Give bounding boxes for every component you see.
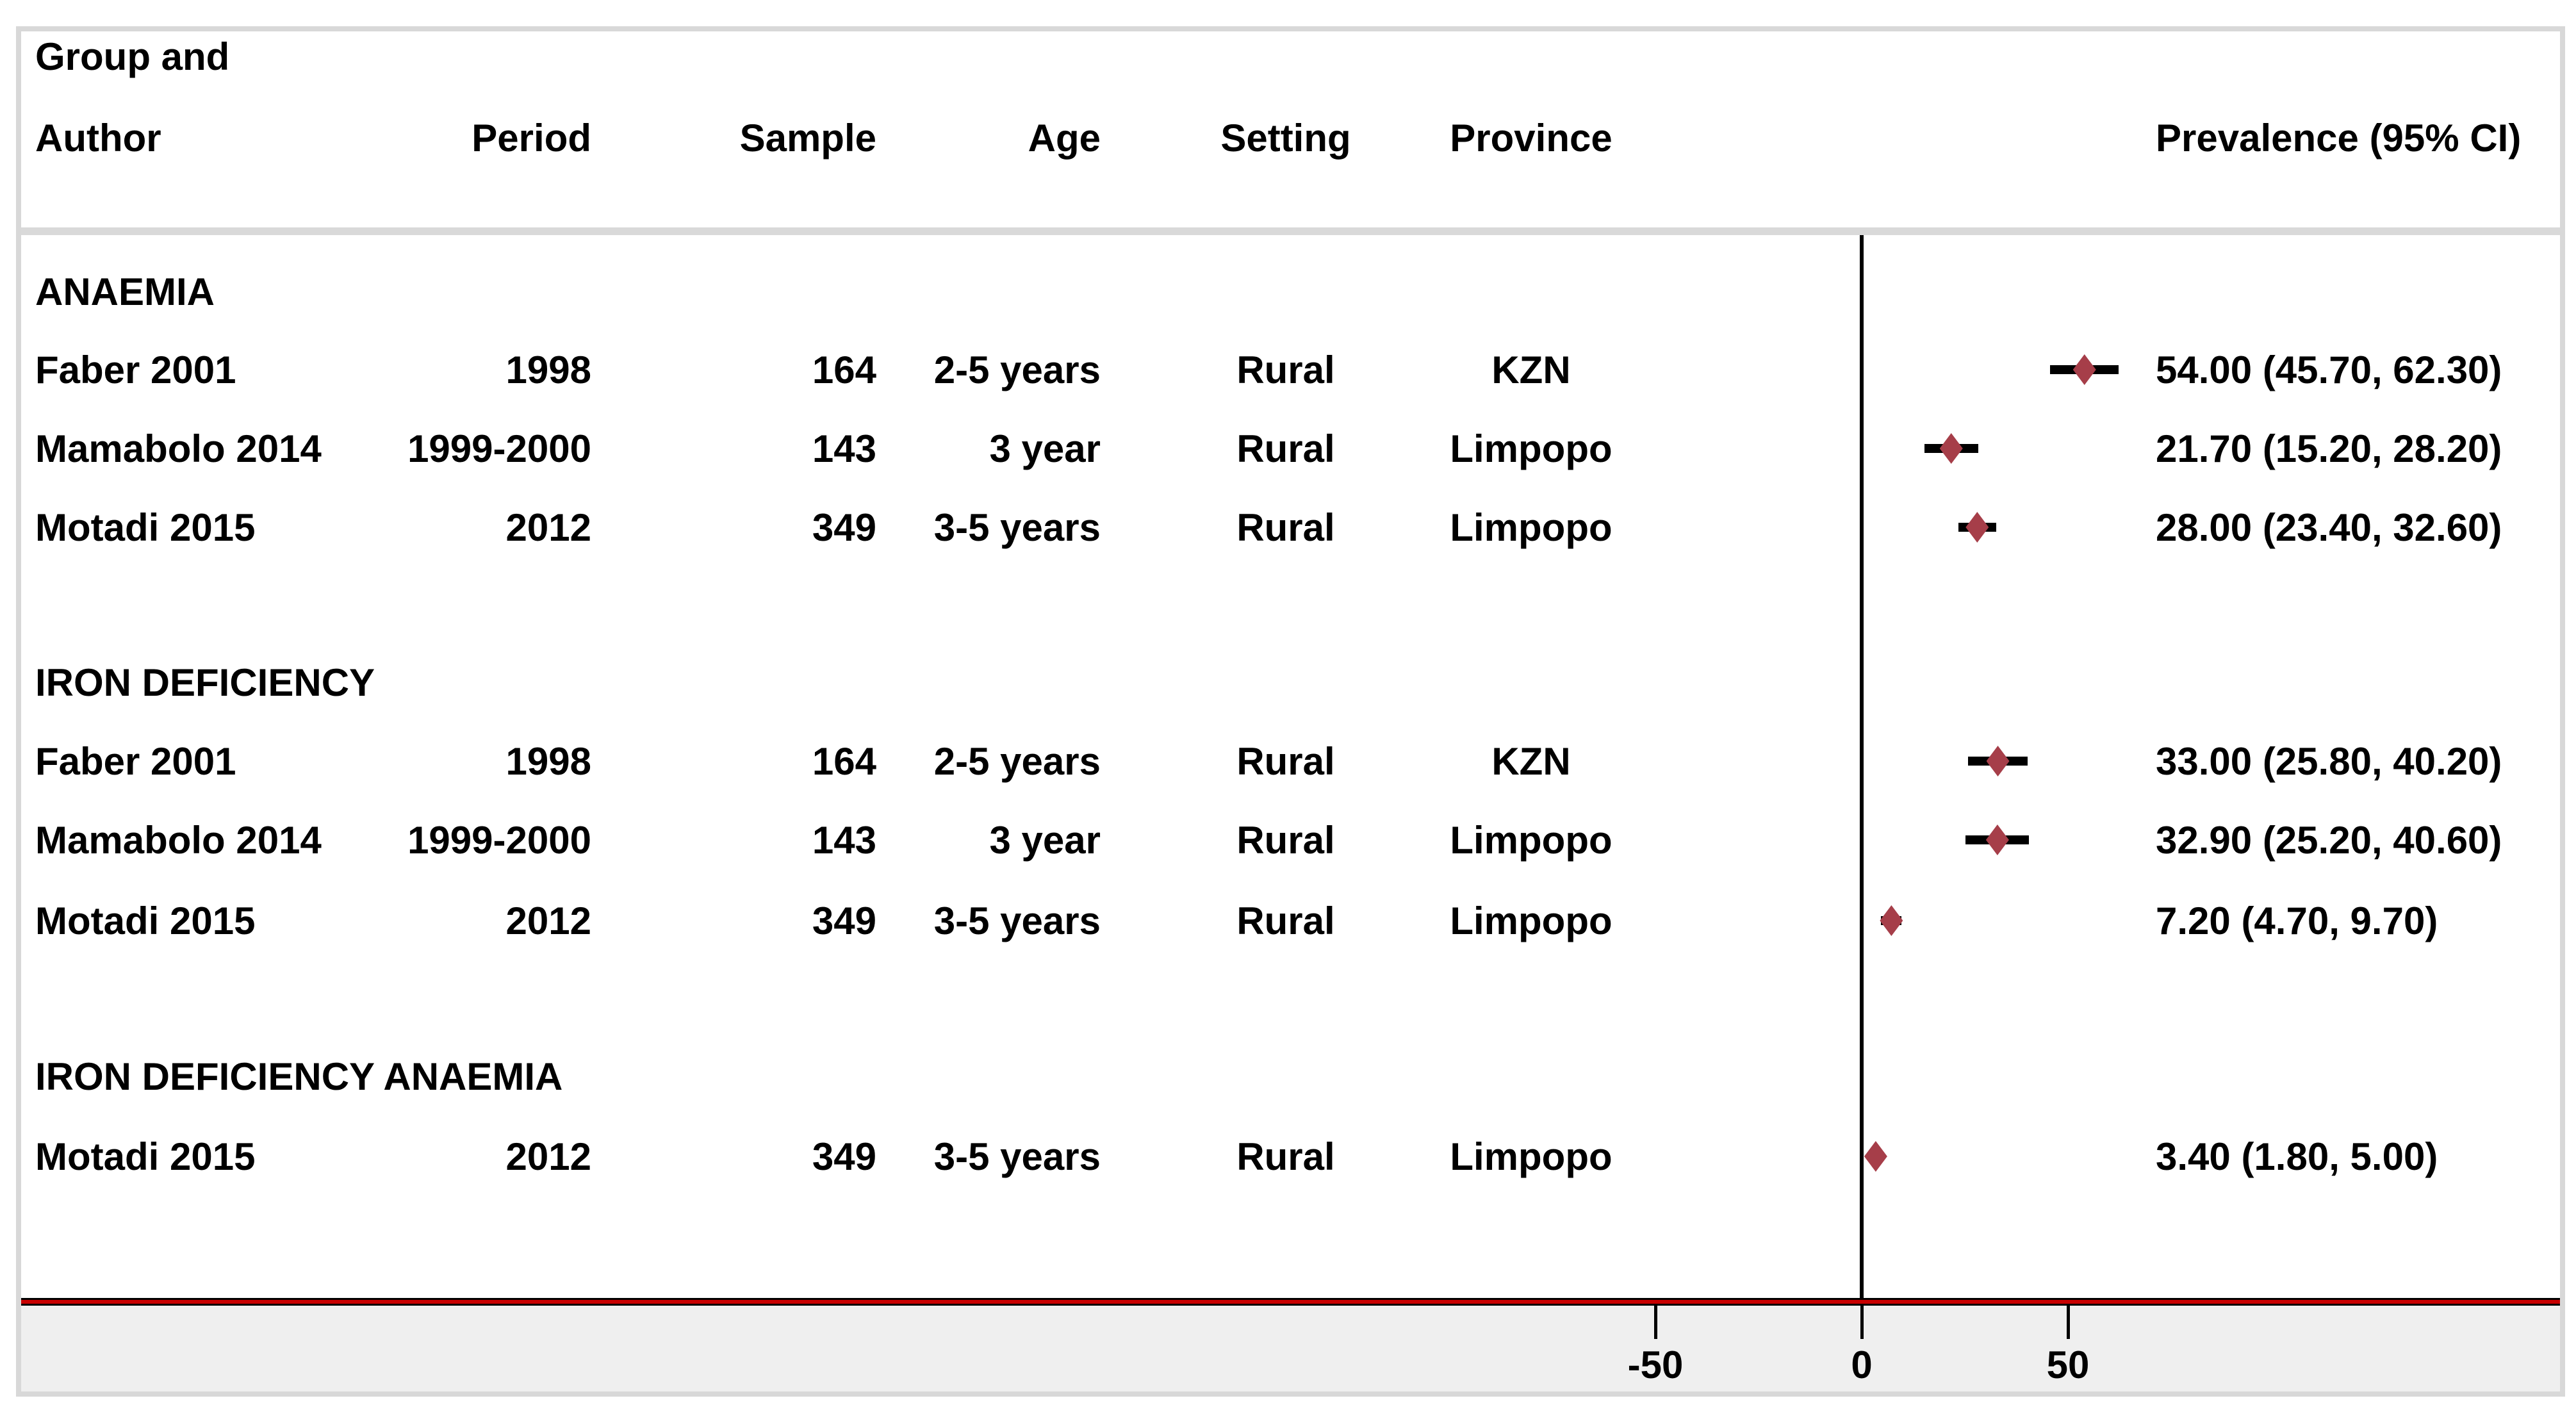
study-province: KZN: [1491, 739, 1571, 783]
zero-reference-line: [1860, 235, 1864, 1298]
study-period: 1998: [505, 739, 591, 783]
section-label: IRON DEFICIENCY: [35, 661, 375, 704]
study-period: 1999-2000: [407, 818, 591, 862]
study-setting: Rural: [1236, 505, 1335, 549]
study-province: KZN: [1491, 348, 1571, 391]
study-sample: 349: [812, 505, 876, 549]
study-prevalence-ci: 3.40 (1.80, 5.00): [2156, 1135, 2438, 1178]
study-prevalence-ci: 54.00 (45.70, 62.30): [2156, 348, 2502, 391]
study-prevalence-ci: 28.00 (23.40, 32.60): [2156, 505, 2502, 549]
axis-tick: [1653, 1306, 1657, 1339]
study-author: Motadi 2015: [35, 505, 256, 549]
study-period: 2012: [505, 1135, 591, 1178]
study-province: Limpopo: [1450, 899, 1612, 942]
study-author: Mamabolo 2014: [35, 427, 322, 470]
axis-tick-label: 0: [1851, 1343, 1873, 1386]
axis-band: [21, 1306, 2560, 1391]
header-author: Author: [35, 116, 161, 160]
study-period: 1998: [505, 348, 591, 391]
study-age: 2-5 years: [933, 348, 1101, 391]
header-period: Period: [472, 116, 591, 160]
baseline-rule: [21, 1298, 2560, 1306]
study-author: Mamabolo 2014: [35, 818, 322, 862]
study-prevalence-ci: 21.70 (15.20, 28.20): [2156, 427, 2502, 470]
axis-tick-label: 50: [2046, 1343, 2090, 1386]
study-sample: 164: [812, 348, 876, 391]
axis-tick: [2066, 1306, 2070, 1339]
study-sample: 143: [812, 818, 876, 862]
estimate-diamond: [1965, 512, 1989, 543]
study-setting: Rural: [1236, 739, 1335, 783]
study-period: 1999-2000: [407, 427, 591, 470]
estimate-diamond: [1986, 746, 2010, 776]
study-sample: 349: [812, 1135, 876, 1178]
study-setting: Rural: [1236, 427, 1335, 470]
estimate-diamond: [2072, 354, 2096, 385]
header-sample: Sample: [739, 116, 876, 160]
study-period: 2012: [505, 505, 591, 549]
estimate-diamond: [1985, 825, 2009, 855]
study-province: Limpopo: [1450, 1135, 1612, 1178]
study-province: Limpopo: [1450, 818, 1612, 862]
header-divider-line: [21, 227, 2560, 235]
study-sample: 349: [812, 899, 876, 942]
study-prevalence-ci: 33.00 (25.80, 40.20): [2156, 739, 2502, 783]
study-setting: Rural: [1236, 348, 1335, 391]
study-setting: Rural: [1236, 899, 1335, 942]
study-prevalence-ci: 7.20 (4.70, 9.70): [2156, 899, 2438, 942]
study-prevalence-ci: 32.90 (25.20, 40.60): [2156, 818, 2502, 862]
header-province: Province: [1450, 116, 1612, 160]
section-label: ANAEMIA: [35, 270, 215, 313]
study-province: Limpopo: [1450, 505, 1612, 549]
study-author: Faber 2001: [35, 348, 236, 391]
estimate-diamond: [1939, 433, 1963, 464]
header-group-and: Group and: [35, 35, 230, 78]
study-sample: 164: [812, 739, 876, 783]
estimate-diamond: [1864, 1141, 1887, 1172]
axis-tick: [1860, 1306, 1864, 1339]
section-label: IRON DEFICIENCY ANAEMIA: [35, 1055, 563, 1098]
header-prevalence: Prevalence (95% CI): [2156, 116, 2522, 160]
study-author: Motadi 2015: [35, 899, 256, 942]
study-age: 3-5 years: [933, 1135, 1101, 1178]
forest-plot-frame: Group and Author Period Sample Age Setti…: [16, 26, 2565, 1397]
study-age: 2-5 years: [933, 739, 1101, 783]
axis-tick-label: -50: [1627, 1343, 1684, 1386]
study-author: Faber 2001: [35, 739, 236, 783]
study-setting: Rural: [1236, 1135, 1335, 1178]
study-age: 3-5 years: [933, 899, 1101, 942]
study-sample: 143: [812, 427, 876, 470]
study-province: Limpopo: [1450, 427, 1612, 470]
study-period: 2012: [505, 899, 591, 942]
study-age: 3-5 years: [933, 505, 1101, 549]
study-age: 3 year: [989, 818, 1101, 862]
study-setting: Rural: [1236, 818, 1335, 862]
header-age: Age: [1028, 116, 1101, 160]
study-author: Motadi 2015: [35, 1135, 256, 1178]
study-age: 3 year: [989, 427, 1101, 470]
estimate-diamond: [1880, 905, 1903, 936]
header-setting: Setting: [1220, 116, 1351, 160]
